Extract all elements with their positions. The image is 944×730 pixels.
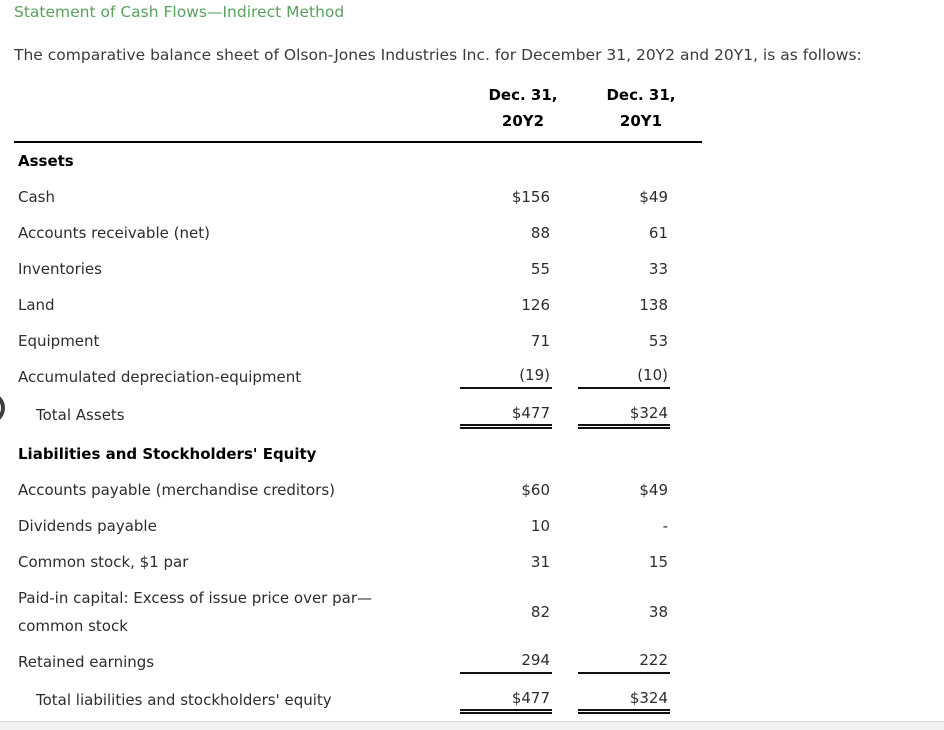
- bottom-divider-bar: [0, 721, 944, 730]
- clipped-circle-icon: [0, 392, 5, 424]
- row-value-20y1: 222: [578, 651, 670, 674]
- table-row: Assets: [14, 142, 702, 179]
- row-value-20y1: -: [662, 517, 668, 535]
- row-value-20y2: 71: [530, 332, 550, 350]
- row-filler: [670, 287, 702, 323]
- table-row: Cash $156 $49: [14, 179, 702, 215]
- header-filler: [670, 82, 702, 143]
- table-row: Accumulated depreciation-equipment (19) (1…: [14, 359, 702, 395]
- row-value-20y1: 15: [648, 553, 668, 571]
- comparative-balance-sheet-table: Dec. 31, 20Y2 Dec. 31, 20Y1 Assets Cash $1…: [14, 82, 702, 720]
- row-label: Accounts payable (merchandise creditors): [18, 481, 335, 499]
- row-filler: [670, 251, 702, 287]
- row-value-20y1: $49: [639, 481, 668, 499]
- table-row: Liabilities and Stockholders' Equity: [14, 435, 702, 472]
- table-header: Dec. 31, 20Y2 Dec. 31, 20Y1: [14, 82, 702, 143]
- row-filler: [670, 644, 702, 680]
- row-value-20y1: 61: [648, 224, 668, 242]
- intro-paragraph: The comparative balance sheet of Olson-J…: [14, 46, 862, 64]
- table-row: Paid-in capital: Excess of issue price o…: [14, 580, 702, 644]
- row-filler: [670, 359, 702, 395]
- row-label: Equipment: [18, 332, 100, 350]
- row-filler: [670, 215, 702, 251]
- row-label: Accounts receivable (net): [18, 224, 210, 242]
- header-row: Dec. 31, 20Y2 Dec. 31, 20Y1: [14, 82, 702, 143]
- row-filler: [670, 544, 702, 580]
- table-row: Accounts receivable (net) 88 61: [14, 215, 702, 251]
- row-value-20y1: 138: [639, 296, 668, 314]
- section-heading: Liabilities and Stockholders' Equity: [18, 444, 317, 463]
- row-filler: [670, 472, 702, 508]
- row-value-20y2: 10: [530, 517, 550, 535]
- table-row: Accounts payable (merchandise creditors)…: [14, 472, 702, 508]
- row-value-20y2: 126: [521, 296, 550, 314]
- row-value-20y1: $324: [578, 689, 670, 714]
- row-value-20y2: 55: [530, 260, 550, 278]
- row-label: Paid-in capital: Excess of issue price o…: [18, 589, 372, 635]
- row-value-20y1: $49: [639, 188, 668, 206]
- row-value-20y1: $324: [578, 404, 670, 429]
- row-value-20y2: $156: [511, 188, 550, 206]
- row-value-20y1: 38: [648, 603, 668, 621]
- row-label: Total Assets: [36, 406, 125, 424]
- row-label: Common stock, $1 par: [18, 553, 189, 571]
- row-value-20y2: 294: [460, 651, 552, 674]
- table-row: Inventories 55 33: [14, 251, 702, 287]
- column-header-20y1: Dec. 31, 20Y1: [606, 86, 676, 130]
- row-value-20y2: 31: [530, 553, 550, 571]
- row-label: Total liabilities and stockholders' equi…: [36, 691, 332, 709]
- page-title: Statement of Cash Flows—Indirect Method: [14, 3, 345, 21]
- row-value-20y2: 82: [530, 603, 550, 621]
- table-row: Equipment 71 53: [14, 323, 702, 359]
- row-value-20y1: 33: [648, 260, 668, 278]
- row-filler: [670, 580, 702, 644]
- row-value-20y2: (19): [460, 366, 552, 389]
- table-row: Land 126 138: [14, 287, 702, 323]
- row-filler: [670, 395, 702, 435]
- row-label: Land: [18, 296, 55, 314]
- row-value-20y1: (10): [578, 366, 670, 389]
- row-value-20y2: $477: [460, 689, 552, 714]
- row-value-20y2: $477: [460, 404, 552, 429]
- row-label: Accumulated depreciation-equipment: [18, 368, 302, 386]
- table-row: Total Assets $477 $324: [14, 395, 702, 435]
- row-label: Inventories: [18, 260, 102, 278]
- row-label: Dividends payable: [18, 517, 157, 535]
- table-row: Total liabilities and stockholders' equi…: [14, 680, 702, 720]
- row-filler: [670, 323, 702, 359]
- balance-sheet-body: Assets Cash $156 $49 Accounts receivable (ne…: [14, 142, 702, 720]
- table-row: Dividends payable 10 -: [14, 508, 702, 544]
- table-row: Retained earnings 294 222: [14, 644, 702, 680]
- row-label: Cash: [18, 188, 55, 206]
- row-value-20y2: 88: [530, 224, 550, 242]
- row-label: Retained earnings: [18, 653, 155, 671]
- section-heading: Assets: [18, 152, 74, 170]
- table-row: Common stock, $1 par 31 15: [14, 544, 702, 580]
- column-header-20y2: Dec. 31, 20Y2: [488, 86, 558, 130]
- row-filler: [670, 680, 702, 720]
- row-value-20y2: $60: [521, 481, 550, 499]
- header-label-spacer: [14, 82, 454, 143]
- row-value-20y1: 53: [648, 332, 668, 350]
- row-filler: [670, 508, 702, 544]
- row-filler: [670, 179, 702, 215]
